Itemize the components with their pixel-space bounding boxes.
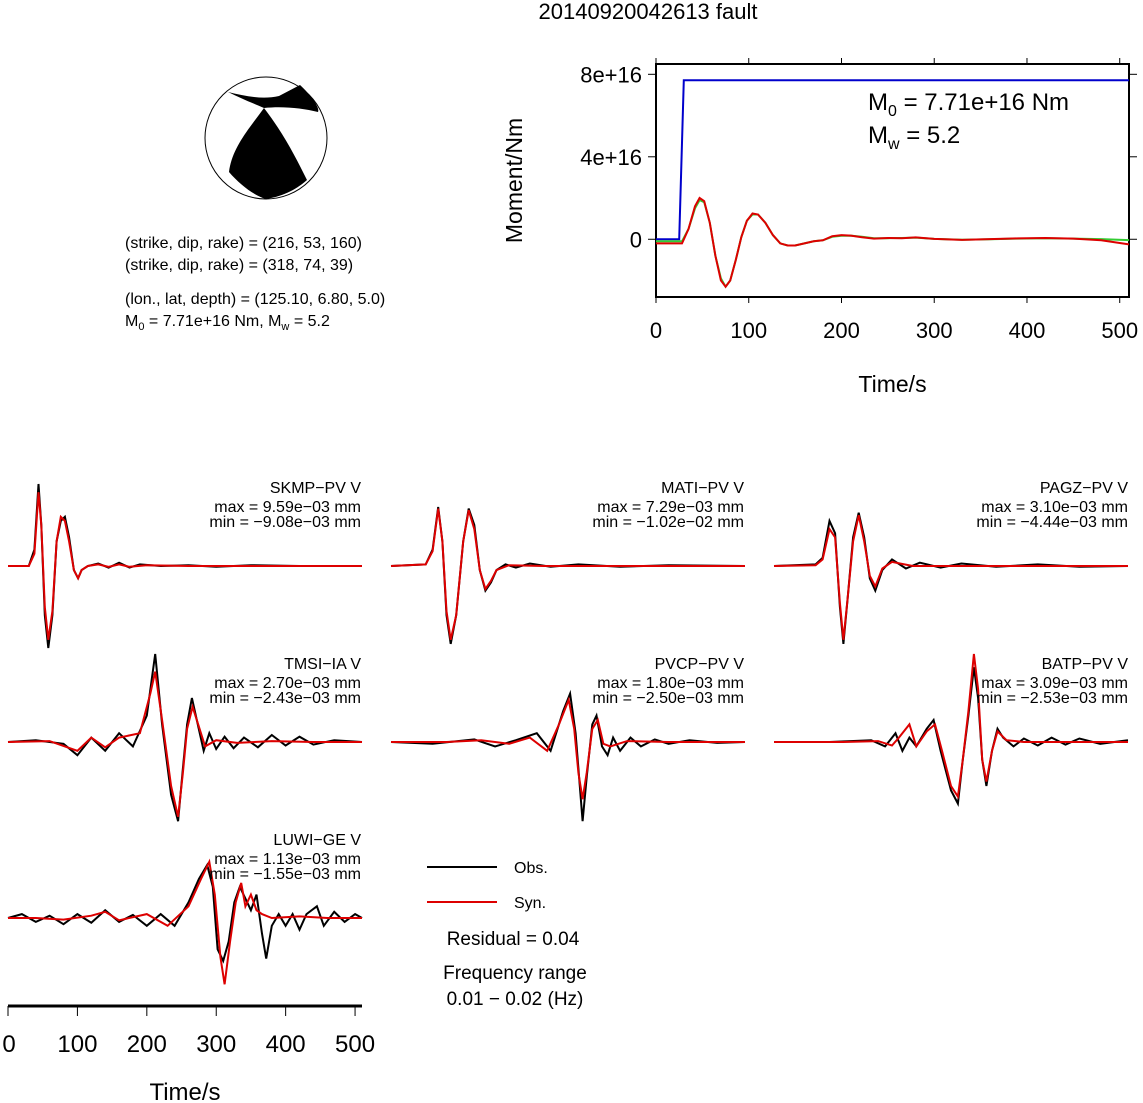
waveform-xtick-label: 400 (266, 1031, 306, 1058)
legend-syn-label: Syn. (514, 895, 546, 912)
synthetic-trace (390, 508, 745, 641)
moment-xlabel: Time/s (858, 371, 926, 397)
station-name: BATP−PV V (1042, 656, 1129, 673)
moment-series-line (656, 198, 1130, 289)
figure-title: 20140920042613 fault (539, 0, 758, 24)
station-min-text: min = −1.02e−02 mm (592, 514, 744, 531)
station-min-text: min = −4.44e−03 mm (976, 514, 1128, 531)
station-max-text: max = 3.10e−03 mm (981, 499, 1128, 516)
moment-chart: 0 100 200 300 400 500 0 4e+16 8e+16 Time/s Moment/… (501, 58, 1138, 397)
waveform-xtick-label: 100 (57, 1031, 97, 1058)
observed-trace (773, 512, 1129, 644)
station-name: SKMP−PV V (270, 480, 361, 497)
moment-sub-a: 0 (138, 321, 144, 333)
synthetic-trace (391, 696, 745, 800)
moment-xtick-label: 300 (916, 318, 953, 343)
moment-annotation-m0: M0 = 7.71e+16 Nm (868, 89, 1069, 120)
station-name: PVCP−PV V (655, 656, 745, 673)
legend: Obs. Syn. Residual = 0.04 Frequency rang… (427, 860, 587, 1010)
waveform-xtick-label: 500 (335, 1031, 375, 1058)
observed-trace (7, 862, 363, 964)
moment-ylabel: Moment/Nm (501, 118, 527, 243)
waveform-time-axis: 0 100 200 300 400 500 Time/s (2, 1004, 375, 1103)
beachball-compression-upper (228, 85, 319, 112)
station-min-text: min = −2.50e−03 mm (592, 690, 744, 707)
station-max-text: max = 1.80e−03 mm (597, 675, 744, 692)
synthetic-trace (7, 671, 362, 818)
station-min-text: min = −9.08e−03 mm (209, 514, 361, 531)
synthetic-trace (773, 514, 1128, 640)
station-max-text: max = 1.13e−03 mm (214, 851, 361, 868)
location-text: (lon., lat, depth) = (125.10, 6.80, 5.0) (125, 291, 385, 308)
waveform-xtick-label: 0 (2, 1031, 15, 1058)
station-min-text: min = −2.43e−03 mm (209, 690, 361, 707)
waveform-xtick-label: 200 (127, 1031, 167, 1058)
moment-xtick-label: 100 (730, 318, 767, 343)
station-name: PAGZ−PV V (1040, 480, 1129, 497)
moment-text-a: M (125, 313, 138, 330)
station-name: MATI−PV V (661, 480, 744, 497)
moment-series-line (656, 79, 1129, 241)
moment-ytick-label: 8e+16 (580, 62, 642, 87)
moment-xtick-label: 0 (650, 318, 662, 343)
beachball-compression-lower (229, 108, 307, 199)
station-name: LUWI−GE V (273, 832, 361, 849)
moment-text-b: = 7.71e+16 Nm, M (144, 313, 281, 330)
waveform-xtick-label: 300 (196, 1031, 236, 1058)
moment-annotation-mw: Mw = 5.2 (868, 122, 960, 153)
moment-ytick-label: 4e+16 (580, 145, 642, 170)
moment-plot-frame (655, 63, 1130, 298)
waveform-xlabel: Time/s (149, 1079, 220, 1103)
moment-sub-b: w (280, 321, 289, 333)
residual-text: Residual = 0.04 (447, 929, 580, 950)
moment-xtick-label: 500 (1101, 318, 1138, 343)
moment-series-line (656, 196, 1130, 289)
moment-xtick-label: 400 (1009, 318, 1046, 343)
station-name: TMSI−IA V (284, 656, 361, 673)
station-min-text: min = −2.53e−03 mm (976, 690, 1128, 707)
observed-trace (7, 653, 363, 822)
frequency-text: 0.01 − 0.02 (Hz) (447, 989, 584, 1010)
station-max-text: max = 2.70e−03 mm (214, 675, 361, 692)
moment-xtick-label: 200 (823, 318, 860, 343)
frequency-title: Frequency range (443, 963, 587, 984)
plane2-text: (strike, dip, rake) = (318, 74, 39) (125, 257, 353, 274)
moment-text-c: = 5.2 (289, 313, 330, 330)
station-max-text: max = 7.29e−03 mm (597, 499, 744, 516)
synthetic-trace (8, 492, 362, 640)
synthetic-trace (774, 653, 1128, 800)
plane1-text: (strike, dip, rake) = (216, 53, 160) (125, 235, 362, 252)
focal-mechanism-beachball (204, 76, 328, 200)
station-max-text: max = 9.59e−03 mm (214, 499, 361, 516)
moment-ytick-label: 0 (630, 227, 642, 252)
observed-trace (390, 689, 746, 822)
moment-text: M0 = 7.71e+16 Nm, Mw = 5.2 (125, 313, 330, 333)
station-max-text: max = 3.09e−03 mm (981, 675, 1128, 692)
legend-obs-label: Obs. (514, 860, 548, 877)
synthetic-trace (8, 858, 362, 985)
station-min-text: min = −1.55e−03 mm (209, 866, 361, 883)
